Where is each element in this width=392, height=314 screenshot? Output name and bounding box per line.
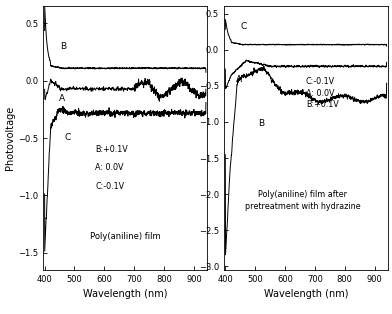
Text: B:+0.1V: B:+0.1V <box>306 100 339 110</box>
X-axis label: Wavelength (nm): Wavelength (nm) <box>264 290 348 300</box>
Text: Poly(aniline) film: Poly(aniline) film <box>90 232 161 241</box>
Text: A: A <box>236 75 242 84</box>
Text: C: C <box>241 22 247 31</box>
Text: B:+0.1V: B:+0.1V <box>95 145 128 154</box>
Y-axis label: Photovoltage: Photovoltage <box>5 106 15 170</box>
Text: C:-0.1V: C:-0.1V <box>95 181 125 191</box>
Text: A: A <box>59 95 65 103</box>
Text: C: C <box>65 133 71 143</box>
Text: Poly(aniline) film after
pretreatment with hydrazine: Poly(aniline) film after pretreatment wi… <box>245 190 361 211</box>
Text: C:-0.1V: C:-0.1V <box>306 77 335 86</box>
Text: A: 0.0V: A: 0.0V <box>95 163 124 172</box>
X-axis label: Wavelength (nm): Wavelength (nm) <box>83 290 167 300</box>
Text: B: B <box>60 42 66 51</box>
Text: A: 0.0V: A: 0.0V <box>306 89 334 98</box>
Text: B: B <box>258 118 264 127</box>
